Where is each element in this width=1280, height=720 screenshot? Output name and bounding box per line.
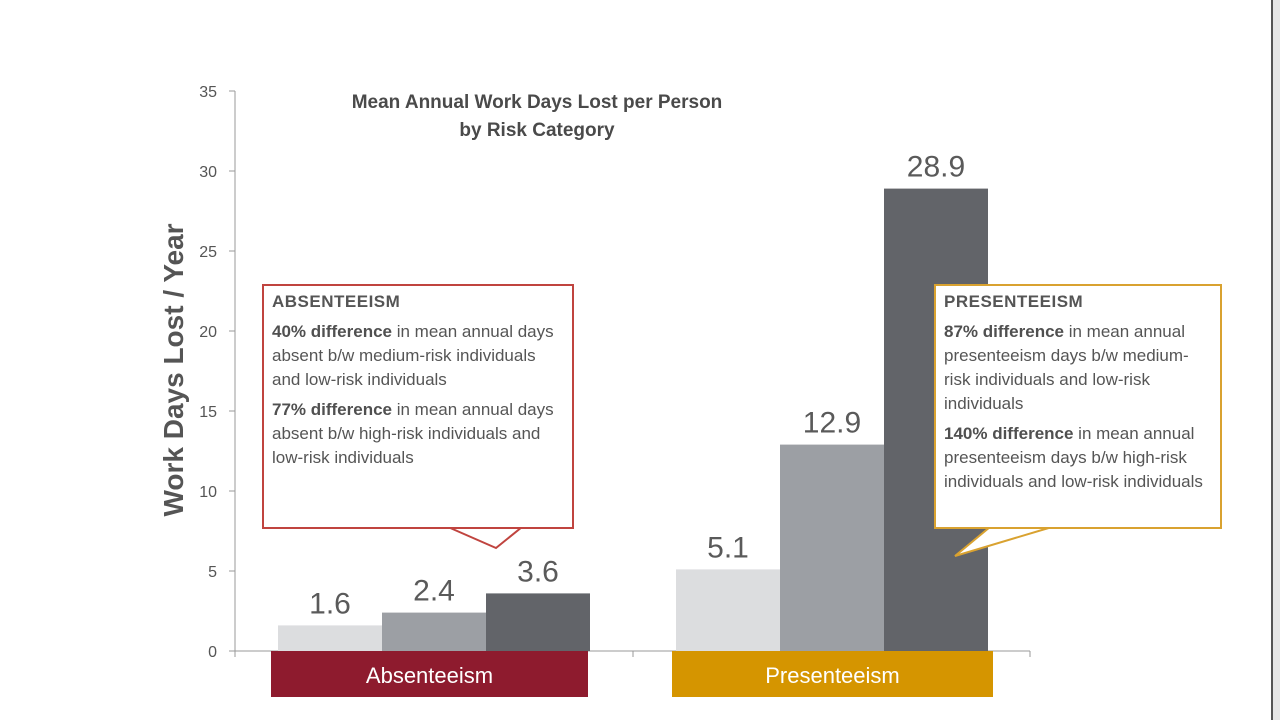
y-tick-label: 35 (199, 84, 217, 101)
bar (486, 593, 590, 651)
y-tick-label: 25 (199, 244, 217, 261)
callout-absenteeism: ABSENTEEISM 40% difference in mean annua… (262, 284, 574, 529)
category-band (672, 651, 993, 697)
category-label: Presenteeism (765, 663, 900, 688)
callout-absenteeism-p2-bold: 77% difference (272, 400, 392, 419)
callout-absenteeism-paragraph-2: 77% difference in mean annual days absen… (272, 398, 564, 470)
chart-subtitle: by Risk Category (459, 120, 615, 141)
callout-presenteeism-p2-bold: 140% difference (944, 424, 1074, 443)
y-tick-label: 0 (208, 644, 217, 661)
callout-absenteeism-heading: ABSENTEEISM (272, 292, 401, 311)
callout-absenteeism-pointer (447, 526, 525, 550)
callout-absenteeism-paragraph-1: 40% difference in mean annual days absen… (272, 320, 564, 392)
y-tick-label: 10 (199, 484, 217, 501)
y-tick-label: 5 (208, 564, 217, 581)
callout-absenteeism-p1-text: in mean annual days absent b/w medium-ri… (272, 322, 554, 389)
data-label: 2.4 (413, 575, 455, 608)
callout-presenteeism-heading: PRESENTEEISM (944, 292, 1084, 311)
bar (780, 444, 884, 651)
callout-presenteeism-p1-text: in mean annual presenteeism days b/w med… (944, 322, 1189, 413)
y-tick-label: 30 (199, 164, 217, 181)
callout-presenteeism-p2-text: in mean annual presenteeism days b/w hig… (944, 424, 1203, 491)
bar (278, 625, 382, 651)
callout-absenteeism-p2-text: in mean annual days absent b/w high-risk… (272, 400, 554, 467)
bar (382, 612, 486, 651)
data-label: 12.9 (803, 407, 861, 440)
data-label: 28.9 (907, 151, 965, 184)
data-label: 5.1 (707, 531, 749, 564)
y-tick-label: 15 (199, 404, 217, 421)
y-tick-label: 20 (199, 324, 217, 341)
callout-presenteeism-p1-bold: 87% difference (944, 322, 1064, 341)
callout-presenteeism: PRESENTEEISM 87% difference in mean annu… (934, 284, 1222, 529)
chart-title: Mean Annual Work Days Lost per Person (352, 92, 723, 113)
window-edge (1271, 0, 1280, 720)
category-band (271, 651, 588, 697)
data-label: 3.6 (517, 555, 559, 588)
callout-presenteeism-paragraph-2: 140% difference in mean annual presentee… (944, 422, 1212, 494)
data-label: 1.6 (309, 587, 351, 620)
bar (676, 569, 780, 651)
callout-presenteeism-paragraph-1: 87% difference in mean annual presenteei… (944, 320, 1212, 416)
category-label: Absenteeism (366, 663, 493, 688)
callout-absenteeism-p1-bold: 40% difference (272, 322, 392, 341)
y-axis-label: Work Days Lost / Year (158, 223, 189, 516)
